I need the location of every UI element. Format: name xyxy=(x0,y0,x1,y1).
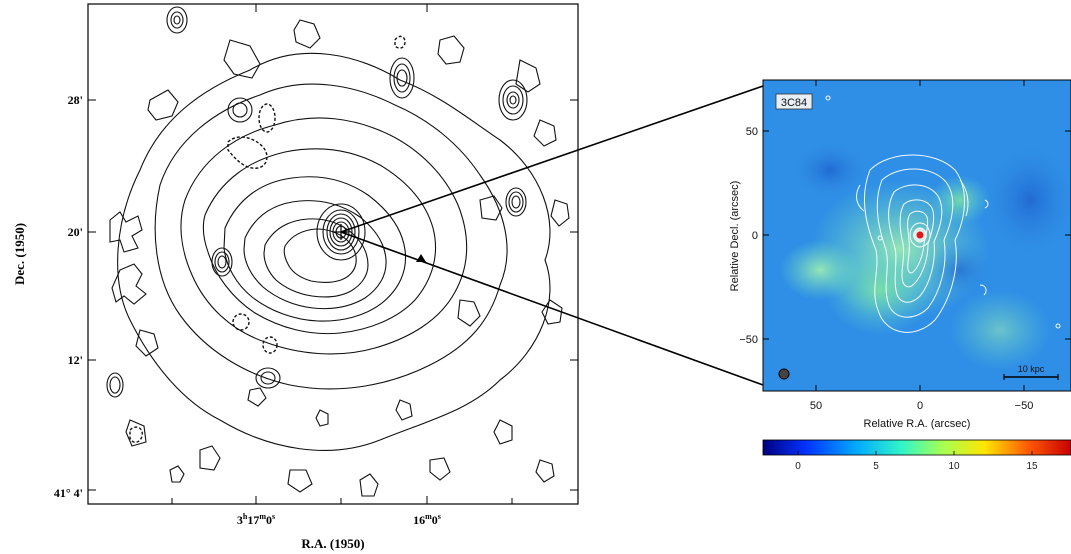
radio-contours xyxy=(825,95,1061,333)
left-y-axis-label: Dec. (1950) xyxy=(12,223,27,285)
left-contour-map: 28' 20' 12' 41° 4' 3h17m0s 16m0s R.A. (1… xyxy=(12,3,579,551)
colorbar-tick-5: 5 xyxy=(873,461,879,472)
colorbar-tick-0: 0 xyxy=(795,461,801,472)
right-xtick-0: 0 xyxy=(917,400,923,412)
source-label-box xyxy=(775,93,813,110)
left-x-axis-label: R.A. (1950) xyxy=(301,536,364,551)
scale-bar-label: 10 kpc xyxy=(1018,364,1045,374)
left-xtick-3h17m0s: 3h17m0s xyxy=(237,512,275,527)
left-ytick-4: 41° 4' xyxy=(54,486,83,500)
right-xtick-neg50: −50 xyxy=(1015,400,1034,412)
left-map-frame xyxy=(87,3,579,505)
right-xtick-50: 50 xyxy=(810,400,822,412)
right-axis-ticks xyxy=(763,80,1071,391)
left-ytick-28: 28' xyxy=(68,93,83,107)
left-ytick-12: 12' xyxy=(68,353,83,367)
colorbar-tick-10: 10 xyxy=(948,461,960,472)
right-ytick-0: 0 xyxy=(752,230,758,242)
right-y-axis-label: Relative Decl. (arcsec) xyxy=(729,181,741,292)
beam-marker xyxy=(778,368,790,380)
core-point xyxy=(916,231,924,239)
connector-line-bottom xyxy=(340,231,764,386)
colorbar xyxy=(762,439,1071,456)
left-xtick-16m0s: 16m0s xyxy=(413,512,441,527)
source-label: 3C84 xyxy=(781,97,807,109)
connector-line-top xyxy=(340,85,764,233)
right-color-map: 3C84 10 kpc 50 0 −50 50 0 −50 Relative R… xyxy=(729,79,1071,472)
left-axis-ticks xyxy=(88,4,578,504)
right-x-axis-label: Relative R.A. (arcsec) xyxy=(864,418,971,430)
left-ytick-20: 20' xyxy=(68,225,83,239)
right-ytick-50: 50 xyxy=(746,126,758,138)
colorbar-tick-15: 15 xyxy=(1026,461,1038,472)
colorbar-ticks xyxy=(797,451,1033,455)
zoom-connector-lines xyxy=(340,85,764,386)
right-ytick-neg50: −50 xyxy=(739,334,758,346)
negative-contours xyxy=(129,35,406,443)
